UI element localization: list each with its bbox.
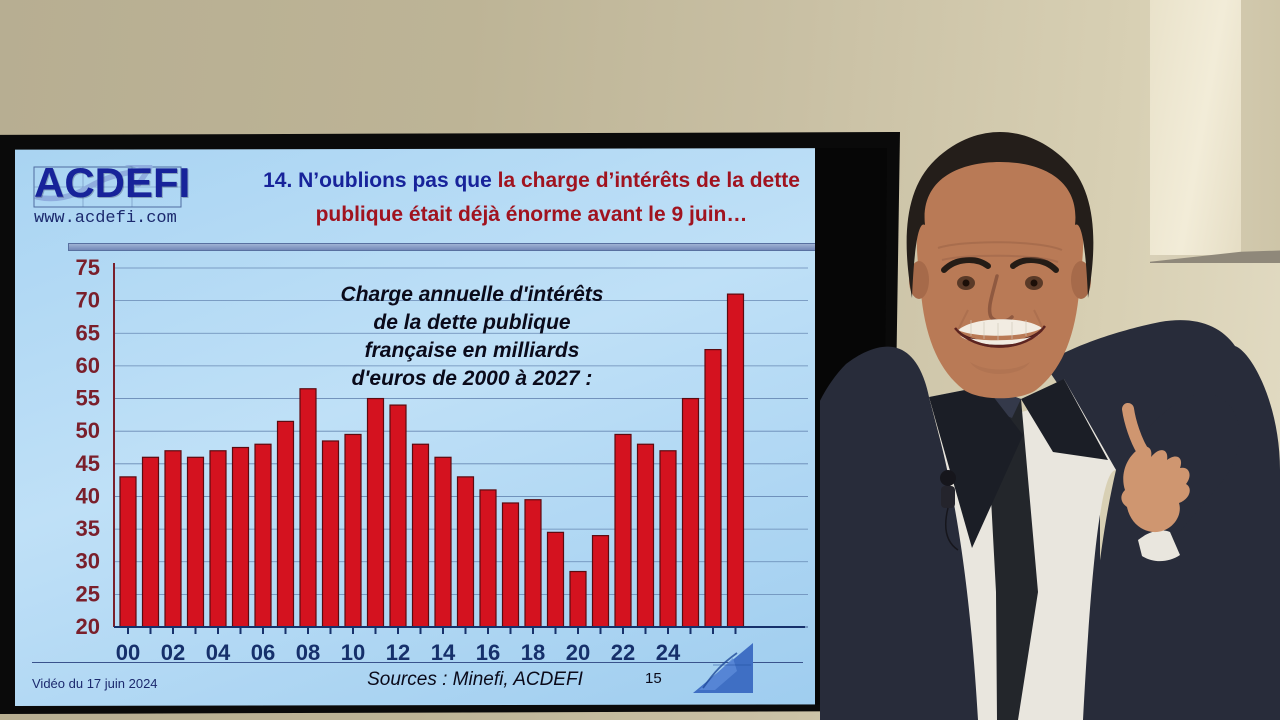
svg-text:65: 65 — [76, 320, 100, 345]
svg-text:70: 70 — [76, 288, 100, 313]
svg-text:40: 40 — [76, 483, 100, 508]
svg-text:35: 35 — [76, 516, 100, 541]
svg-text:30: 30 — [76, 549, 100, 574]
svg-text:25: 25 — [76, 581, 100, 606]
svg-text:50: 50 — [76, 418, 100, 443]
svg-text:55: 55 — [76, 386, 100, 411]
svg-text:60: 60 — [76, 353, 100, 378]
svg-text:45: 45 — [76, 451, 100, 476]
svg-text:75: 75 — [76, 255, 100, 280]
svg-text:20: 20 — [76, 614, 100, 639]
